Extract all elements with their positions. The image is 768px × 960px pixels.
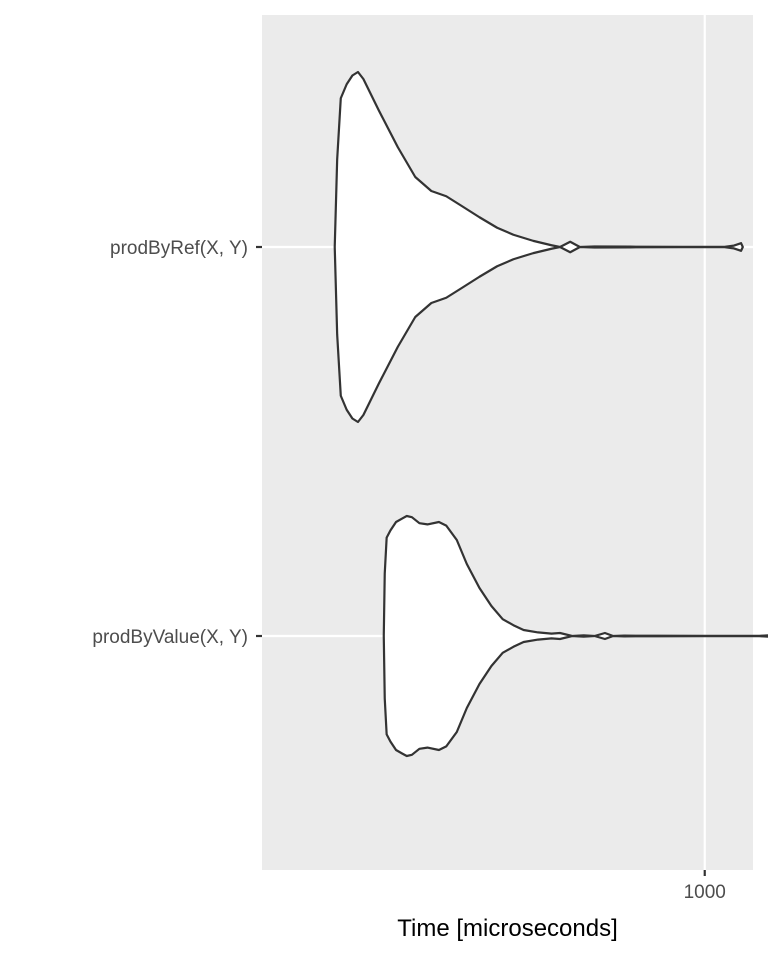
- x-tick-label-1000: 1000: [684, 882, 726, 903]
- violin-1: [333, 70, 744, 424]
- y-tick-label-1: prodByRef(X, Y): [110, 238, 248, 259]
- violin-2: [382, 514, 768, 758]
- x-axis-title: Time [microseconds]: [397, 915, 618, 942]
- violins: [333, 70, 768, 758]
- plot-panel: [262, 15, 753, 870]
- y-axis: prodByRef(X, Y) prodByValue(X, Y): [92, 238, 262, 648]
- x-axis: 1000: [684, 870, 726, 903]
- y-tick-label-2: prodByValue(X, Y): [92, 627, 248, 648]
